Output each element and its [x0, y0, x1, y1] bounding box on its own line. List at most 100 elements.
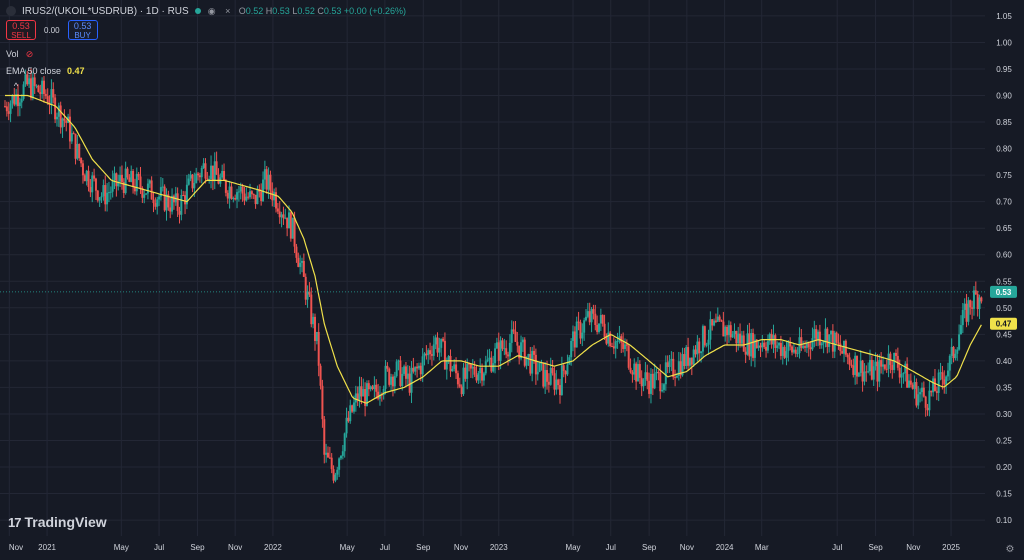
candle-body: [206, 178, 209, 180]
grid-lines: [0, 0, 985, 536]
candle-body: [449, 356, 452, 372]
candle-body: [722, 321, 725, 337]
candle-body: [880, 360, 883, 367]
candle-body: [76, 143, 79, 159]
candle-body: [534, 354, 537, 375]
candle-body: [308, 291, 311, 295]
logo-text: TradingView: [24, 514, 107, 530]
candle-body: [789, 342, 792, 347]
candle-body: [237, 191, 240, 193]
candle-body: [68, 116, 71, 142]
x-tick-label: 2025: [942, 543, 960, 552]
candle-body: [22, 84, 25, 99]
candle-body: [310, 294, 313, 325]
ema-indicator-legend[interactable]: EMA 50 close 0.47: [6, 66, 85, 76]
candle-body: [106, 192, 109, 205]
candle-body: [750, 333, 753, 357]
y-tick-label: 0.40: [996, 357, 1012, 366]
candle-body: [575, 321, 578, 348]
hidden-eye-icon[interactable]: ⊘: [25, 49, 34, 59]
y-tick-label: 0.60: [996, 251, 1012, 260]
candle-body: [948, 355, 951, 371]
candle-body: [293, 217, 296, 247]
candle-body: [590, 309, 593, 323]
candle-body: [894, 352, 897, 356]
candle-body: [581, 332, 584, 339]
candle-body: [859, 360, 862, 373]
y-tick-label: 0.70: [996, 198, 1012, 207]
sell-button[interactable]: 0.53 SELL: [6, 20, 36, 40]
y-tick-label: 0.35: [996, 383, 1012, 392]
candle-body: [811, 338, 814, 350]
eye-icon[interactable]: ◉: [207, 6, 216, 16]
candle-body: [440, 338, 443, 348]
candle-body: [460, 386, 463, 395]
candle-body: [681, 354, 684, 376]
ema-price-label: 0.47: [996, 320, 1012, 329]
candle-body: [529, 354, 532, 374]
candle-body: [507, 354, 510, 357]
candle-body: [41, 80, 44, 95]
candle-body: [171, 195, 174, 212]
candle-body: [664, 362, 667, 385]
candle-body: [35, 85, 38, 87]
candle-body: [640, 377, 643, 387]
x-tick-label: Nov: [680, 543, 694, 552]
candle-body: [434, 337, 437, 345]
candle-body: [544, 370, 547, 387]
candle-body: [755, 339, 758, 349]
candle-body: [226, 192, 229, 199]
candle-body: [150, 180, 153, 200]
candle-body: [286, 217, 289, 229]
last-price-tag: [990, 285, 1017, 298]
ohlc-values: O0.52 H0.53 L0.52 C0.53 +0.00 (+0.26%): [238, 6, 406, 16]
candle-body: [94, 178, 97, 191]
candle-body: [282, 214, 285, 219]
time-axis[interactable]: Nov 2021 May Jul Sep Nov 2022 May Jul Sep Nov 2023 M…: [9, 543, 961, 552]
x-tick-label: 2023: [490, 543, 508, 552]
candle-body: [113, 173, 116, 181]
candle-body: [714, 320, 717, 322]
last-price-label: 0.53: [996, 288, 1012, 297]
candle-body: [659, 372, 662, 392]
symbol-title[interactable]: IRUS2/(UKOIL*USDRUB) · 1D · RUS: [22, 5, 189, 17]
collapse-legend-icon[interactable]: ^: [13, 81, 19, 91]
candle-body: [466, 363, 469, 379]
candle-body: [284, 217, 287, 219]
candle-body: [356, 393, 359, 400]
y-tick-label: 0.90: [996, 92, 1012, 101]
candle-body: [252, 194, 255, 196]
price-axis[interactable]: 1.05 1.00 0.95 0.90 0.85 0.80 0.75 0.70 0.65 0.60…: [990, 12, 1017, 525]
candle-body: [85, 170, 88, 182]
volume-indicator-legend[interactable]: Vol ⊘: [6, 49, 35, 59]
candle-body: [657, 371, 660, 373]
candle-body: [950, 346, 953, 356]
candle-body: [980, 297, 983, 302]
candle-body: [902, 373, 905, 375]
candle-body: [133, 186, 136, 192]
x-tick-label: May: [340, 543, 355, 552]
close-icon[interactable]: ×: [225, 6, 231, 16]
trade-panel: 0.53 SELL 0.00 0.53 BUY: [6, 20, 98, 40]
candle-body: [727, 325, 730, 336]
x-tick-label: Jul: [832, 543, 842, 552]
candle-body: [280, 214, 283, 218]
symbol-icon: [6, 6, 16, 16]
candle-body: [468, 363, 471, 365]
candle-body: [805, 343, 808, 348]
candle-body: [692, 349, 695, 365]
y-tick-label: 0.50: [996, 304, 1012, 313]
candle-body: [967, 300, 970, 322]
candle-body: [683, 354, 686, 366]
buy-button[interactable]: 0.53 BUY: [67, 20, 98, 40]
candle-body: [974, 290, 977, 295]
candle-body: [768, 333, 771, 342]
candle-body: [265, 169, 268, 190]
x-tick-label: May: [565, 543, 580, 552]
candle-body: [11, 95, 14, 104]
gear-icon[interactable]: ⚙: [1005, 544, 1015, 555]
x-tick-label: Nov: [228, 543, 242, 552]
candle-body: [933, 378, 936, 392]
candle-body: [109, 191, 112, 193]
